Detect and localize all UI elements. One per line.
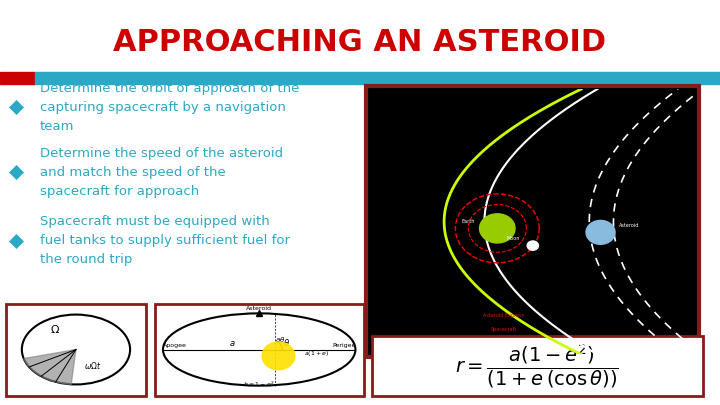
Text: $\Omega$: $\Omega$ [50,323,60,335]
Text: $a\theta$: $a\theta$ [275,335,286,344]
Text: $r = \dfrac{a(1-e^2)}{(1+e\,(\cos\theta))}$: $r = \dfrac{a(1-e^2)}{(1+e\,(\cos\theta)… [455,342,619,390]
Bar [35,72,720,84]
Circle shape [527,241,539,250]
Circle shape [480,214,515,243]
Text: Determine the speed of the asteroid
and match the speed of the
spacecraft for ap: Determine the speed of the asteroid and … [40,147,283,198]
Bar [366,86,699,357]
Text: Asteroid: Asteroid [246,306,272,311]
Circle shape [586,220,615,244]
Text: Apogee: Apogee [163,343,186,348]
Bar [6,304,146,396]
Text: $b = 1-e^2$: $b = 1-e^2$ [243,379,275,389]
Text: Earth: Earth [462,219,475,224]
Text: $\omega\Omega t$: $\omega\Omega t$ [84,360,101,371]
Ellipse shape [262,342,294,370]
Text: $\theta$: $\theta$ [283,337,289,348]
Text: $a(1+e)$: $a(1+e)$ [304,349,330,358]
Text: Moon: Moon [507,236,520,241]
Text: APPROACHING AN ASTEROID: APPROACHING AN ASTEROID [114,28,606,57]
Text: Spacecraft: Spacecraft [490,326,517,332]
Bar [0,72,35,84]
Text: Determine the orbit of approach of the
capturing spacecraft by a navigation
team: Determine the orbit of approach of the c… [40,82,299,133]
Text: $a$: $a$ [229,339,235,348]
Text: Spacecraft must be equipped with
fuel tanks to supply sufficient fuel for
the ro: Spacecraft must be equipped with fuel ta… [40,215,289,266]
Text: Asteroid: Asteroid [619,223,640,228]
Wedge shape [24,350,76,384]
Text: Asteroid Express: Asteroid Express [483,313,524,318]
Text: Perigee: Perigee [332,343,356,348]
Bar [372,336,703,396]
Bar [155,304,364,396]
